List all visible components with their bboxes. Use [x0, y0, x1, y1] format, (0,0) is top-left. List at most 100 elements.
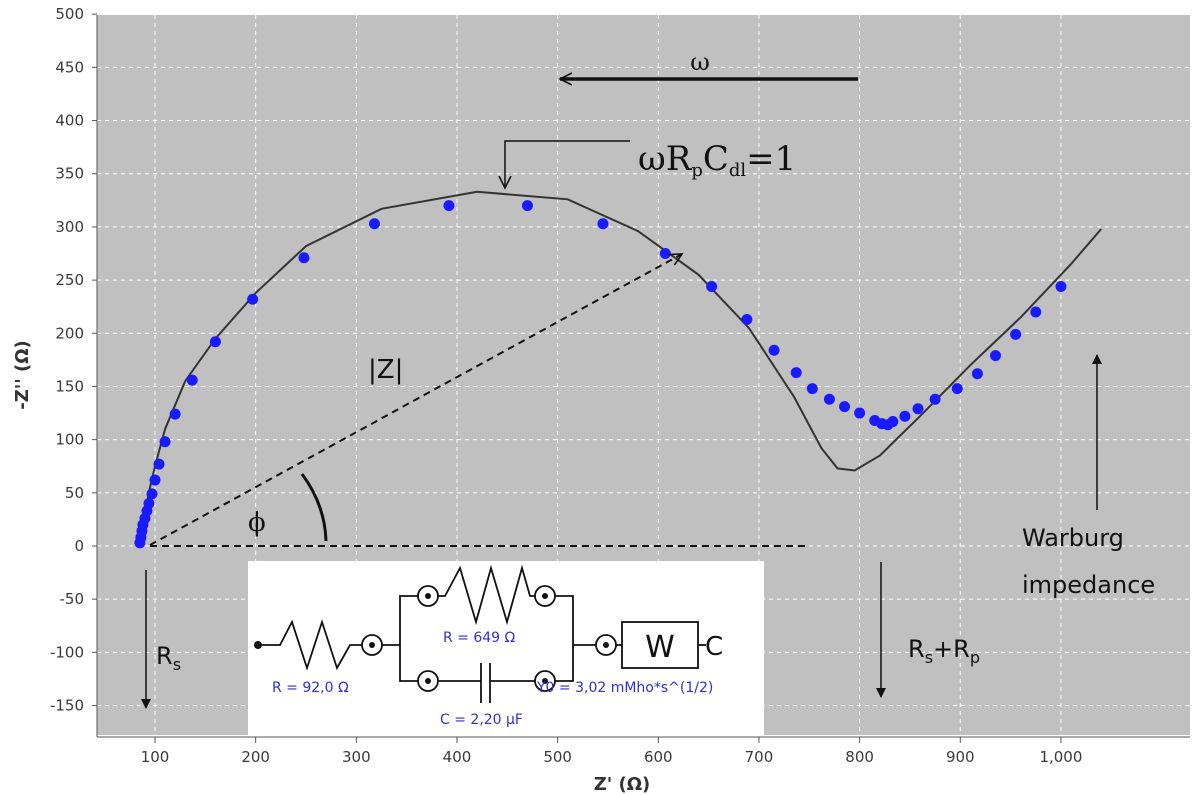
modulus-vector — [149, 253, 682, 546]
resonance-pointer — [505, 140, 630, 188]
warburg-element-label: W — [645, 630, 675, 665]
rsrp-label: Rs+Rp — [908, 635, 980, 667]
y-axis-label: -Z'' (Ω) — [12, 340, 33, 410]
x-tick-label: 400 — [443, 748, 472, 766]
data-point — [597, 218, 609, 230]
data-point — [159, 436, 171, 448]
rp-value-label: R = 649 Ω — [443, 630, 516, 646]
c-value-label: C = 2,20 μF — [440, 712, 523, 728]
node-2-dot — [425, 593, 431, 599]
circuit-start-terminal — [254, 641, 262, 649]
resonance-sub-dl: dl — [729, 160, 747, 181]
resonance-eq: =1 — [746, 139, 796, 179]
data-point — [209, 336, 221, 348]
rsrp-r: R — [908, 635, 925, 663]
rs-value-label: R = 92,0 Ω — [272, 680, 349, 696]
node-6-dot — [603, 642, 609, 648]
node-4-dot — [425, 678, 431, 684]
equivalent-circuit: W C R = 92,0 Ω R = 649 Ω C = 2,20 μF Y0 … — [248, 561, 764, 735]
y-tick-label: 350 — [55, 165, 84, 183]
data-point — [899, 410, 911, 422]
data-point — [149, 474, 161, 486]
resistor-rs — [262, 619, 362, 671]
node-5-dot — [542, 678, 548, 684]
y-tick-label: -50 — [60, 590, 85, 608]
rsrp-plus-r: +R — [933, 635, 970, 663]
data-point — [971, 368, 983, 380]
data-point — [659, 248, 671, 260]
y-tick-label: 500 — [55, 5, 84, 23]
data-point — [443, 200, 455, 212]
data-point — [169, 408, 181, 420]
phase-angle-arc — [300, 473, 328, 542]
data-point — [143, 497, 155, 509]
rsrp-sub-s: s — [925, 648, 933, 667]
data-point — [839, 401, 851, 413]
rs-sub-s: s — [173, 655, 181, 674]
rs-r: R — [156, 642, 173, 670]
x-tick-label: 300 — [342, 748, 371, 766]
data-point — [1055, 280, 1067, 292]
x-tick-label: 200 — [241, 748, 270, 766]
y0-value-label: Y0 = 3,02 mMho*s^(1/2) — [536, 680, 713, 696]
x-tick-label: 600 — [644, 748, 673, 766]
data-point — [153, 458, 165, 470]
warburg-label-line2: impedance — [1022, 571, 1155, 599]
data-point — [1010, 328, 1022, 340]
y-tick-label: 450 — [55, 58, 84, 76]
warburg-label-line1: Warburg — [1022, 524, 1124, 552]
y-tick-label: -100 — [50, 643, 84, 661]
modulus-label: |Z| — [368, 355, 403, 385]
resonance-sub-p: p — [691, 160, 703, 181]
y-tick-label: 400 — [55, 112, 84, 130]
data-point — [768, 344, 780, 356]
resonance-label: ωRpCdl=1 — [638, 139, 796, 181]
omega-label: ω — [690, 48, 710, 76]
y-tick-label: -150 — [50, 697, 84, 715]
data-point — [247, 293, 259, 305]
rs-label: Rs — [156, 642, 181, 674]
data-point — [790, 367, 802, 379]
data-point — [521, 200, 533, 212]
data-point — [806, 383, 818, 395]
data-point — [706, 280, 718, 292]
data-point — [951, 383, 963, 395]
data-point — [912, 403, 924, 415]
wire-split-left — [382, 595, 418, 646]
data-point — [298, 252, 310, 264]
y-tick-label: 300 — [55, 218, 84, 236]
y-tick-label: 50 — [65, 484, 84, 502]
x-tick-label: 700 — [745, 748, 774, 766]
x-tick-label: 800 — [845, 748, 874, 766]
data-points — [134, 200, 1067, 549]
data-point — [990, 350, 1002, 362]
data-point — [186, 374, 198, 386]
x-tick-label: 1,000 — [1039, 748, 1082, 766]
data-point — [823, 393, 835, 405]
rsrp-sub-p: p — [970, 648, 980, 667]
circuit-end-label: C — [705, 632, 723, 662]
wire-merge-right — [555, 595, 574, 682]
x-axis-label: Z' (Ω) — [594, 774, 651, 795]
y-tick-label: 150 — [55, 377, 84, 395]
data-point — [368, 218, 380, 230]
data-point — [854, 407, 866, 419]
y-tick-label: 100 — [55, 431, 84, 449]
data-point — [741, 313, 753, 325]
x-tick-label: 500 — [543, 748, 572, 766]
y-tick-label: 250 — [55, 271, 84, 289]
wire-split-left-bottom — [399, 645, 418, 682]
resonance-omega-r: ωR — [638, 139, 693, 179]
resonance-c: C — [703, 139, 729, 179]
x-tick-label: 100 — [141, 748, 170, 766]
data-point — [887, 416, 899, 428]
x-tick-label: 900 — [946, 748, 975, 766]
phase-label: ϕ — [248, 508, 266, 538]
x-ticks: 100 200 300 400 500 600 700 800 900 1,000 — [141, 737, 1082, 766]
data-point — [146, 488, 158, 500]
resistor-rp — [438, 564, 535, 626]
node-1-dot — [369, 642, 375, 648]
y-tick-label: 0 — [74, 537, 84, 555]
y-ticks: 500450400350300250200150100500-50-100-15… — [50, 5, 97, 715]
